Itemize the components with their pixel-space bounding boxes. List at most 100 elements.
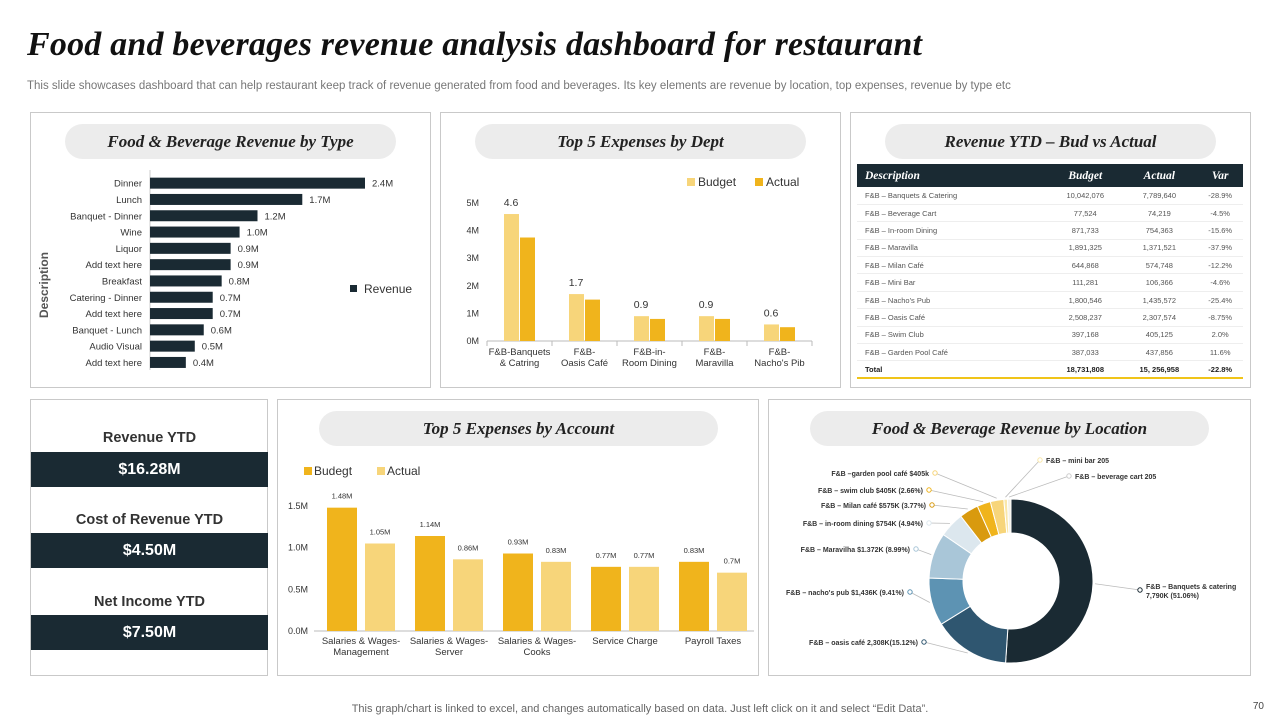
slice-label: F&B –garden pool café $405k: [831, 471, 929, 478]
budget-value-label: 0.9: [699, 299, 714, 311]
table-row: F&B – Garden Pool Café 387,033 437,856 11.6…: [857, 343, 1243, 362]
table-cell: F&B – Nacho's Pub: [857, 291, 1050, 310]
leader-line: [1009, 475, 1070, 498]
revenue-by-location-chart[interactable]: F&B – Banquets & catering 7,790K (51.06%)…: [768, 446, 1251, 676]
revenue-by-type-chart[interactable]: Description Dinner 2.4M Lunch 1.7M Banquet - …: [30, 160, 431, 390]
revenue-bar: [150, 324, 204, 336]
table-row: F&B – In-room Dining 871,733 754,363 -15.6%: [857, 221, 1243, 240]
leader-dot: [929, 502, 935, 508]
revenue-ytd-table: Description Budget Actual Var F&B – Banquet…: [857, 164, 1243, 380]
leader-line: [909, 591, 930, 603]
y-tick-label: 3M: [466, 253, 479, 263]
budegt-bar: [591, 566, 621, 631]
actual-bar: [520, 237, 535, 341]
category-label: Banquet - Lunch: [72, 325, 142, 336]
category-label: Nacho's Pib: [754, 358, 804, 369]
actual-bar: [453, 559, 483, 631]
category-label: Cooks: [524, 647, 551, 658]
category-label: Management: [333, 647, 389, 658]
leader-line: [928, 489, 984, 503]
revenue-bar: [150, 275, 222, 287]
expenses-by-dept-title: Top 5 Expenses by Dept: [475, 124, 806, 159]
table-cell: 387,033: [1049, 343, 1122, 362]
leader-line: [934, 472, 997, 499]
slice-label: F&B – nacho's pub $1,436K (9.41%): [786, 590, 904, 597]
kpi-net-income-label: Net Income YTD: [94, 594, 205, 610]
slice-label: F&B – swim club $405K (2.66%): [818, 488, 923, 495]
actual-bar: [780, 327, 795, 341]
table-cell: -25.4%: [1197, 291, 1243, 310]
slice-label: F&B – in-room dining $754K (4.94%): [803, 521, 923, 528]
bar-value-label: 0.7M: [220, 309, 241, 320]
table-cell: -12.2%: [1197, 256, 1243, 275]
table-row: F&B – Oasis Café 2,508,237 2,307,574 -8.75%: [857, 308, 1243, 327]
table-cell: Total: [857, 360, 1050, 380]
category-label: Breakfast: [102, 276, 142, 287]
leader-line: [915, 548, 932, 556]
kpi-net-income-value: $7.50M: [31, 615, 268, 650]
y-tick-label: 1M: [466, 308, 479, 318]
kpi-cost-label: Cost of Revenue YTD: [75, 512, 224, 528]
budget-bar: [764, 324, 779, 341]
legend-label-revenue: Revenue: [364, 282, 412, 296]
bar-value-label: 0.6M: [211, 325, 232, 336]
slice-label: 7,790K (51.06%): [1146, 593, 1199, 600]
slice-label: F&B – mini bar 205: [1046, 458, 1109, 465]
table-cell: F&B – Milan Café: [857, 256, 1050, 275]
revenue-bar: [150, 340, 195, 352]
table-cell: F&B – Oasis Café: [857, 308, 1050, 327]
category-label: Catering - Dinner: [70, 293, 142, 304]
leader-dot: [1037, 457, 1043, 463]
legend-label-budegt: Budegt: [314, 464, 353, 478]
actual-bar: [717, 572, 747, 631]
table-cell: F&B – Beverage Cart: [857, 204, 1050, 223]
revenue-ytd-title: Revenue YTD – Bud vs Actual: [885, 124, 1216, 159]
table-cell: 10,042,076: [1049, 187, 1122, 205]
actual-value-label: 0.83M: [546, 546, 567, 555]
y-tick-label: 4M: [466, 226, 479, 236]
y-tick-label: 2M: [466, 281, 479, 291]
actual-bar: [650, 318, 665, 341]
table-total-row: Total 18,731,808 15, 256,958 -22.8%: [857, 360, 1243, 380]
table-cell: 1,800,546: [1049, 291, 1122, 310]
budegt-value-label: 1.14M: [420, 520, 441, 529]
leader-dot: [1066, 473, 1072, 479]
revenue-by-type-title: Food & Beverage Revenue by Type: [65, 124, 396, 159]
category-label: Salaries & Wages-: [322, 636, 400, 647]
table-cell: -15.6%: [1197, 221, 1243, 240]
budegt-value-label: 0.77M: [596, 551, 617, 560]
table-cell: F&B – Mini Bar: [857, 273, 1050, 292]
table-cell: 74,219: [1121, 204, 1198, 223]
table-header-cell: Budget: [1049, 164, 1122, 187]
bar-value-label: 0.9M: [238, 260, 259, 271]
category-label: Audio Visual: [89, 342, 142, 353]
table-cell: 1,891,325: [1049, 239, 1122, 258]
bar-value-label: 0.5M: [202, 342, 223, 353]
y-tick-label: 0.5M: [288, 584, 308, 594]
revenue-bar: [150, 210, 258, 222]
table-cell: -8.75%: [1197, 308, 1243, 327]
category-label: F&B-in-: [633, 347, 665, 358]
category-label: Maravilla: [695, 358, 734, 369]
table-cell: 437,856: [1121, 343, 1198, 362]
bar-value-label: 0.7M: [220, 293, 241, 304]
leader-dot: [926, 520, 932, 526]
y-tick-label: 0.0M: [288, 626, 308, 636]
table-row: F&B – Nacho's Pub 1,800,546 1,435,572 -25.4…: [857, 291, 1243, 310]
table-header-cell: Var: [1197, 164, 1243, 187]
table-cell: 111,281: [1049, 273, 1122, 292]
leader-dot: [932, 470, 938, 476]
table-cell: 11.6%: [1197, 343, 1243, 362]
expenses-by-account-chart[interactable]: 0.0M 0.5M 1.0M 1.5M Budegt Actual 1.48M 1.05M Sa…: [277, 446, 759, 676]
table-cell: F&B – Garden Pool Café: [857, 343, 1050, 362]
budget-bar: [569, 294, 584, 341]
y-tick-label: 5M: [466, 198, 479, 208]
table-cell: 77,524: [1049, 204, 1122, 223]
kpi-revenue-label: Revenue YTD: [102, 430, 197, 446]
budegt-value-label: 1.48M: [332, 492, 353, 501]
revenue-bar: [150, 177, 365, 189]
bar-value-label: 1.0M: [247, 228, 268, 239]
revenue-bar: [150, 226, 240, 238]
expenses-by-dept-chart[interactable]: 0M 1M 2M 3M 4M 5M Budget Actual 4.6 F&B-Banquets&…: [440, 160, 841, 390]
kpi-revenue-value: $16.28M: [31, 452, 268, 487]
